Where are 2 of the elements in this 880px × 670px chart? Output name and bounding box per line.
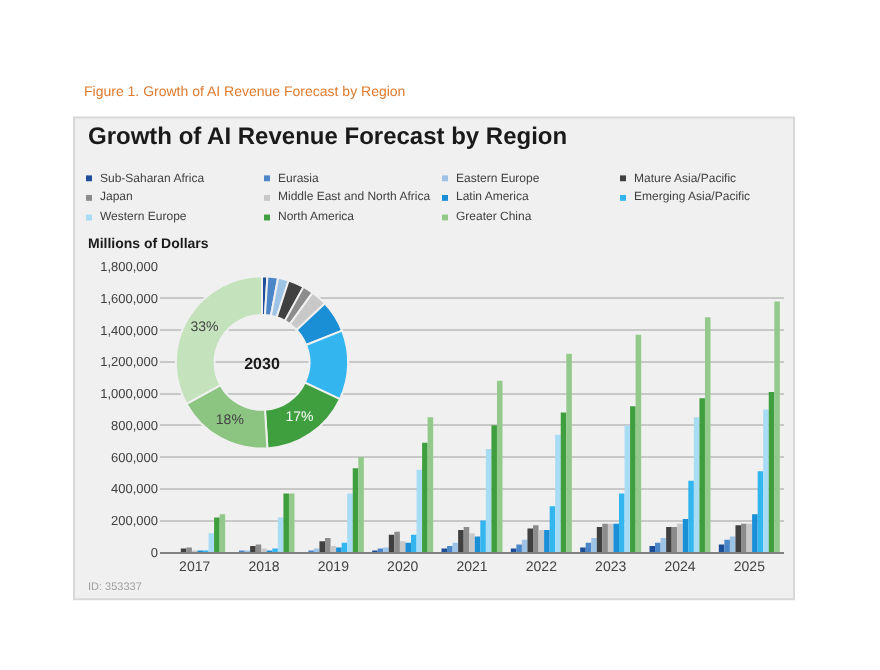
text: 2030	[244, 355, 281, 374]
chart-title: Growth of AI Revenue Forecast by Region	[88, 122, 568, 150]
